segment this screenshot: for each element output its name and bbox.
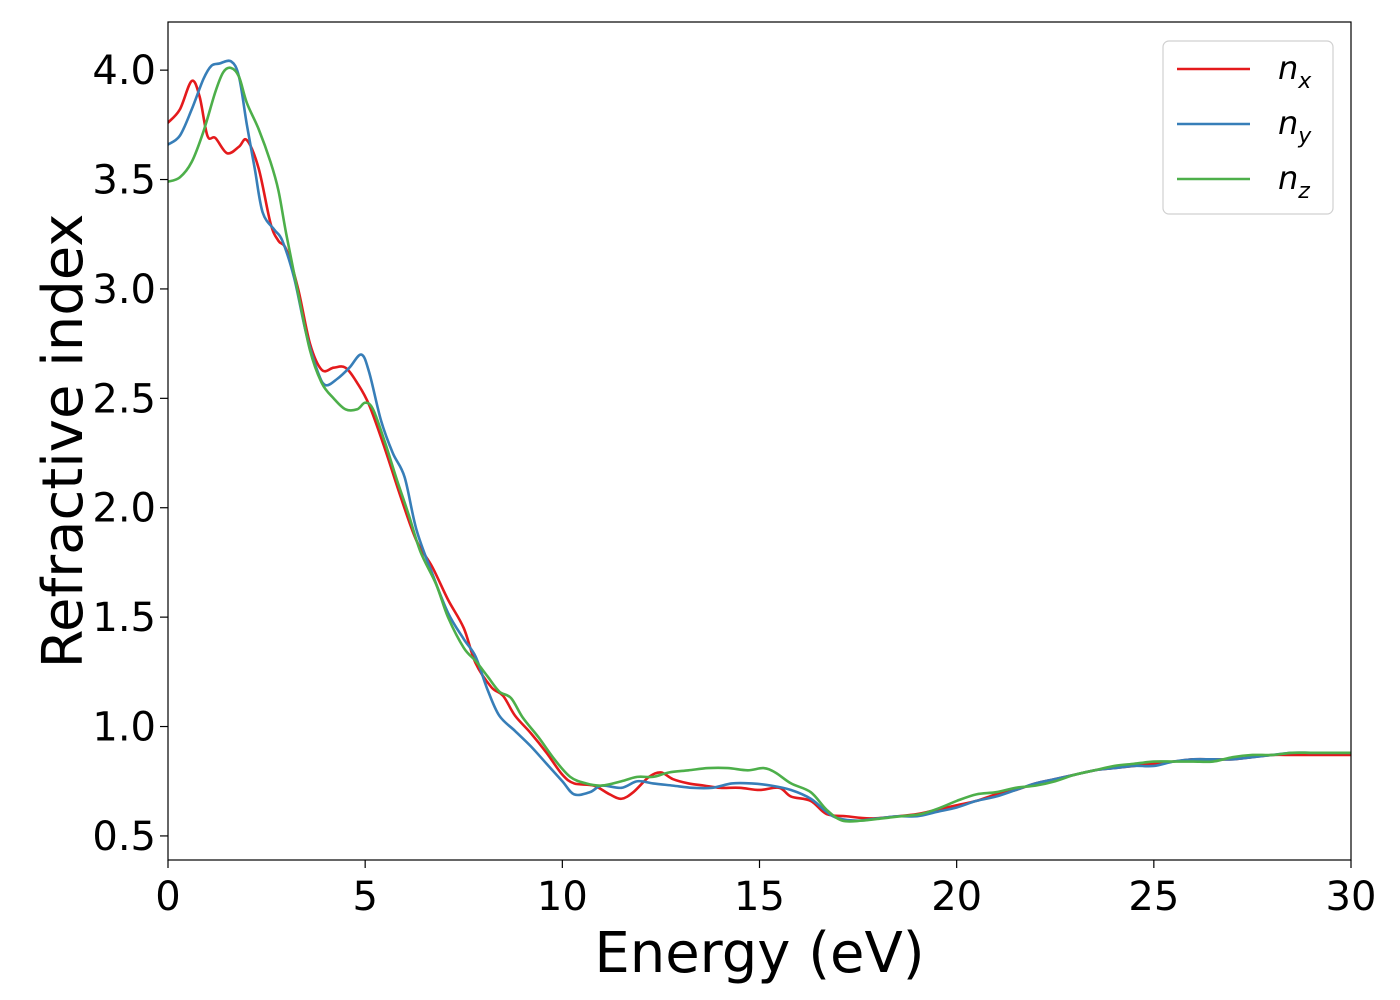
legend-label-n-z: nz	[1278, 159, 1310, 204]
x-axis-label: Energy (eV)	[594, 921, 924, 986]
legend-label-subscript: x	[1297, 69, 1312, 94]
x-tick-label: 5	[352, 874, 377, 920]
legend-label-base: n	[1278, 159, 1298, 197]
y-tick-label: 0.5	[92, 814, 156, 860]
legend-label-base: n	[1278, 49, 1298, 87]
x-tick-label: 0	[155, 874, 180, 920]
y-tick-label: 2.5	[92, 376, 156, 422]
legend-label-n-x: nx	[1278, 49, 1312, 94]
y-tick-label: 1.0	[92, 705, 156, 751]
y-tick-label: 3.0	[92, 267, 156, 313]
legend-label-subscript: z	[1297, 179, 1310, 204]
x-tick-label: 30	[1326, 874, 1377, 920]
x-axis-ticks: 0 5 10 15 20 25 30	[155, 860, 1376, 920]
legend-label-base: n	[1278, 104, 1298, 142]
x-tick-label: 20	[931, 874, 982, 920]
legend-label-subscript: y	[1297, 124, 1312, 149]
legend-box	[1162, 40, 1334, 215]
y-tick-label: 4.0	[92, 48, 156, 94]
y-axis-ticks: 0.5 1.0 1.5 2.0 2.5 3.0 3.5 4.0	[92, 48, 168, 860]
x-tick-label: 10	[537, 874, 588, 920]
series-line-n-z	[168, 66, 1351, 823]
y-tick-label: 2.0	[92, 486, 156, 532]
x-tick-label: 25	[1128, 874, 1179, 920]
y-axis-label: Refractive index	[31, 214, 96, 669]
series-layer	[168, 59, 1351, 823]
x-tick-label: 15	[734, 874, 785, 920]
legend-label-n-y: ny	[1278, 104, 1312, 149]
y-tick-label: 1.5	[92, 595, 156, 641]
y-tick-label: 3.5	[92, 158, 156, 204]
